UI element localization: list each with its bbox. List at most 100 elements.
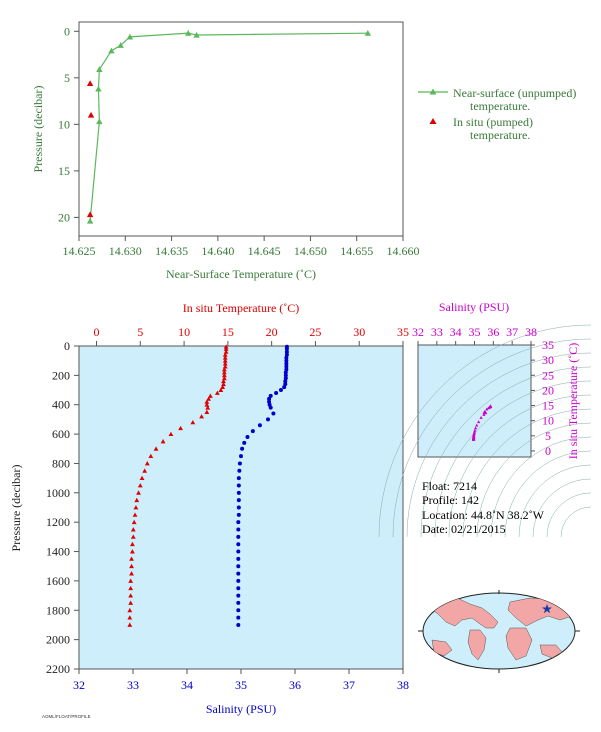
temperature-point: [137, 483, 143, 488]
salinity-point: [236, 483, 241, 488]
salinity-point: [239, 454, 243, 459]
salinity-point: [283, 373, 288, 378]
temperature-point: [136, 490, 141, 495]
salinity-point: [236, 578, 241, 583]
density-contour: [532, 478, 592, 538]
density-contour: [560, 506, 592, 538]
density-contour: [406, 352, 592, 538]
near-surface-point: [126, 33, 134, 40]
near-surface-series-line: [89, 32, 368, 222]
ts-salinity-tick-label: 34: [450, 325, 462, 339]
salinity-tick-label: 37: [343, 678, 355, 692]
temperature-point: [220, 384, 226, 390]
temperature-point: [223, 344, 229, 349]
temperature-tick-label: 15: [222, 325, 234, 339]
top-x-tick-label: 14.645: [248, 244, 281, 258]
salinity-point: [236, 498, 241, 503]
temperature-point: [223, 349, 229, 354]
salinity-point: [236, 600, 241, 605]
temperature-point: [128, 578, 134, 583]
density-contour: [448, 394, 592, 538]
density-contour: [392, 338, 592, 538]
top-x-tick-label: 14.625: [63, 244, 96, 258]
temperature-tick-label: 0: [94, 325, 100, 339]
salinity-point: [236, 608, 241, 613]
ts-temperature-tick-label: 35: [542, 338, 554, 352]
temperature-point: [144, 461, 150, 466]
near-surface-temperature-chart: 14.625 14.630 14.635 14.640 14.645 14.650 14.6…: [31, 21, 576, 281]
temperature-point: [128, 585, 134, 591]
salinity-point: [278, 388, 283, 393]
temperature-tick-label: 5: [137, 325, 143, 339]
legend-entry-2-line2: temperature.: [470, 128, 530, 142]
salinity-point: [236, 505, 241, 510]
temperature-point: [128, 600, 134, 605]
salinity-point: [240, 446, 245, 451]
top-y-tick-label: 20: [58, 210, 70, 224]
temperature-point: [221, 381, 226, 387]
ts-point: [477, 420, 481, 424]
top-x-tick-label: 14.655: [340, 244, 373, 258]
profile-number: Profile: 142: [422, 493, 479, 507]
ts-temperature-tick-label: 10: [542, 414, 554, 428]
ts-point: [484, 411, 488, 415]
bottom-salinity-axis-label: Salinity (PSU): [206, 702, 276, 716]
salinity-point: [236, 556, 241, 561]
world-map: [418, 590, 580, 673]
ts-point: [486, 406, 491, 410]
float-position-star-icon: [542, 604, 552, 614]
temperature-point: [139, 475, 145, 481]
salinity-point: [236, 549, 241, 554]
salinity-point: [236, 586, 241, 591]
salinity-point: [283, 370, 288, 375]
density-contour: [504, 450, 592, 538]
temperature-point: [130, 527, 136, 532]
ts-temperature-tick-label: 30: [542, 353, 554, 367]
near-surface-point: [96, 66, 103, 73]
salinity-point: [266, 417, 270, 422]
float-info-block: Float: 7214 Profile: 142 Location: 44.8˚…: [422, 479, 545, 536]
ts-temperature-tick-label: 20: [542, 383, 554, 397]
near-surface-point: [108, 47, 115, 54]
salinity-point: [274, 390, 279, 395]
pressure-tick-label: 2200: [46, 662, 70, 676]
ts-point: [474, 426, 478, 430]
top-x-tick-label: 14.635: [155, 244, 188, 258]
salinity-point: [268, 405, 273, 410]
salinity-point: [236, 520, 241, 525]
legend-entry-2-line1: In situ (pumped): [453, 115, 533, 129]
temperature-point: [190, 419, 196, 425]
legend-triangle-red-icon: [429, 118, 437, 124]
top-x-axis-label: Near-Surface Temperature (˚C): [166, 267, 316, 281]
pressure-tick-label: 1800: [46, 603, 70, 617]
pressure-tick-label: 800: [52, 456, 70, 470]
ts-salinity-tick-label: 36: [487, 325, 499, 339]
top-y-tick-label: 5: [64, 71, 70, 85]
salinity-tick-label: 33: [127, 678, 139, 692]
ts-salinity-tick-label: 37: [506, 325, 518, 339]
temperature-tick-label: 25: [309, 325, 321, 339]
temperature-point: [218, 387, 224, 392]
temperature-point: [223, 346, 229, 351]
temperature-tick-label: 20: [266, 325, 278, 339]
pressure-tick-label: 200: [52, 368, 70, 382]
salinity-tick-label: 34: [181, 678, 193, 692]
temperature-point: [132, 512, 138, 517]
in-situ-point: [86, 80, 94, 86]
near-surface-point: [364, 29, 372, 36]
temperature-point: [204, 399, 210, 404]
salinity-point: [284, 346, 289, 351]
pressure-tick-label: 600: [52, 427, 70, 441]
temperature-point: [130, 541, 135, 547]
ts-temperature-tick-label: 25: [542, 368, 554, 382]
temperature-point: [131, 519, 137, 525]
salinity-point: [284, 358, 289, 363]
pressure-tick-label: 1200: [46, 515, 70, 529]
temperature-point: [160, 439, 166, 444]
temperature-point: [142, 468, 148, 473]
density-contour: [518, 464, 592, 538]
top-x-tick-label: 14.650: [294, 244, 327, 258]
ts-salinity-tick-label: 38: [525, 325, 537, 339]
